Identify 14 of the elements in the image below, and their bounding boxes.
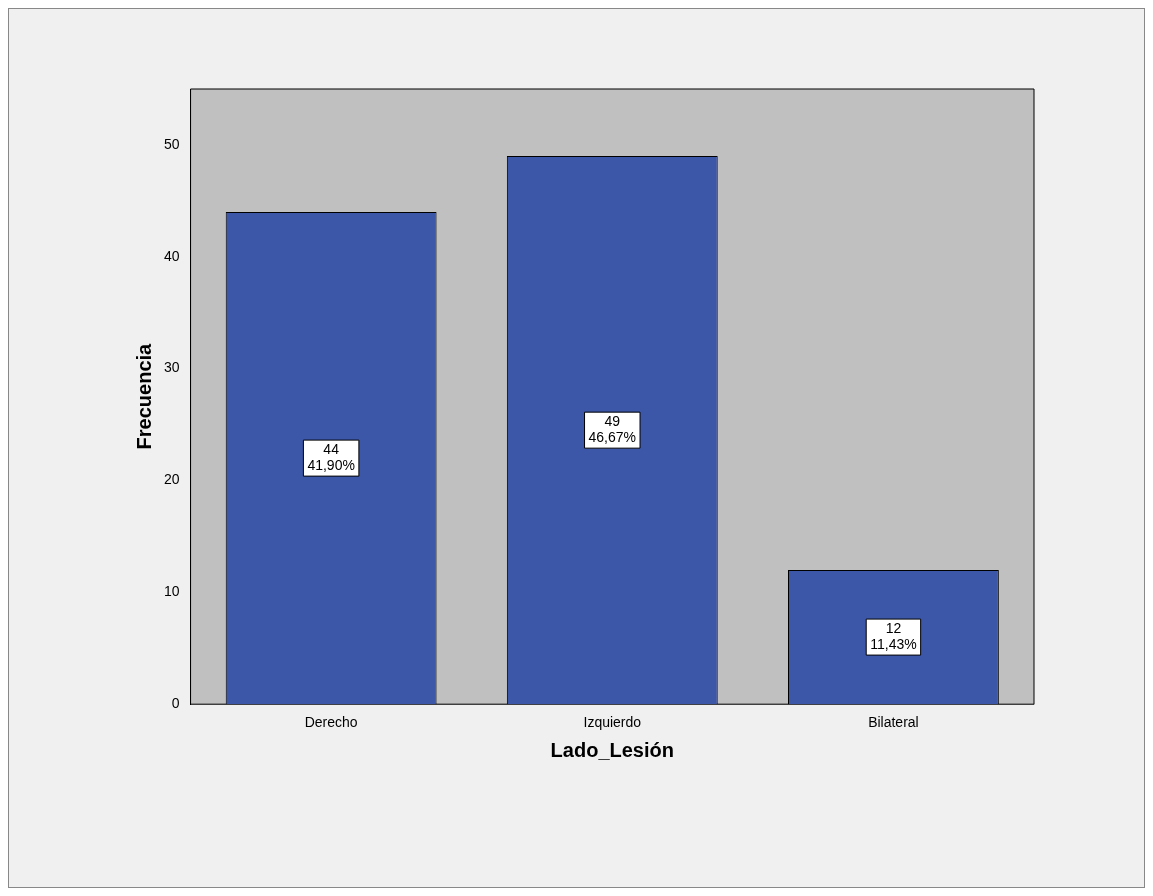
y-tick-label: 20 — [163, 471, 180, 488]
y-tick-label: 0 — [171, 695, 180, 712]
y-tick-label: 40 — [163, 247, 180, 264]
data-label: 49 46,67% — [588, 413, 637, 446]
x-tick-label: Derecho — [304, 714, 358, 731]
y-axis-title: Frecuencia — [132, 342, 155, 450]
x-axis-title: Lado_Lesión — [550, 738, 674, 761]
x-tick-label: Izquierdo — [583, 714, 642, 731]
data-label: 12 11,43% — [870, 619, 917, 652]
y-tick-label: 30 — [163, 359, 180, 376]
x-tick-label: Bilateral — [868, 714, 919, 731]
y-tick-label: 10 — [163, 583, 180, 600]
data-label: 44 41,90% — [307, 440, 355, 473]
y-tick-label: 50 — [163, 135, 180, 152]
